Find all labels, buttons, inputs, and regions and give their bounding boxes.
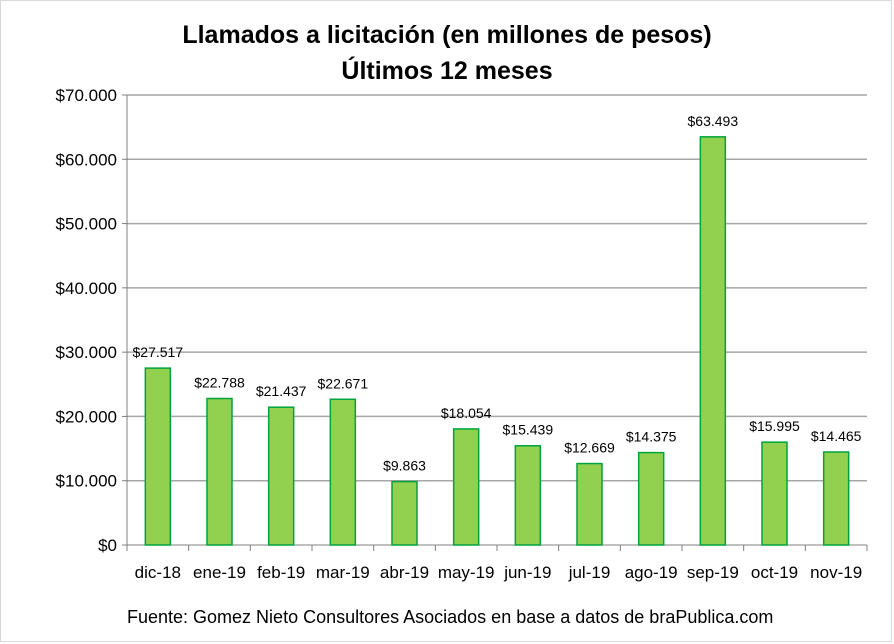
bar-mar-19 (329, 398, 357, 546)
grid-layer (122, 94, 868, 551)
bar-may-19 (452, 428, 480, 546)
data-label-abr-19: $9.863 (383, 458, 426, 474)
y-tick-label-4: $40.000 (56, 279, 117, 298)
x-tick-label-nov-19: nov-19 (810, 563, 862, 582)
bar-oct-19 (761, 441, 788, 546)
bars-layer (144, 136, 850, 546)
data-label-mar-19: $22.671 (318, 375, 369, 391)
x-tick-label-abr-19: abr-19 (380, 563, 429, 582)
bar-jul-19 (576, 462, 603, 546)
source-note: Fuente: Gomez Nieto Consultores Asociado… (127, 607, 773, 627)
data-labels-layer: $27.517 $22.788 $21.437 $22.671 $9.863 $18.05… (133, 113, 862, 474)
x-tick-label-may-19: may-19 (438, 563, 495, 582)
bar-ene-19 (206, 397, 233, 546)
bar-jun-19 (514, 444, 542, 546)
chart-title: Llamados a licitación (en millones de pe… (182, 21, 711, 49)
data-label-nov-19: $14.465 (811, 428, 862, 444)
y-tick-label-0: $0 (98, 536, 117, 555)
data-label-feb-19: $21.437 (256, 383, 307, 399)
x-tick-label-ene-19: ene-19 (193, 563, 246, 582)
x-tick-label-jun-19: jun-19 (503, 563, 551, 582)
bar-nov-19 (822, 451, 850, 546)
data-label-jul-19: $12.669 (564, 440, 615, 456)
x-axis-tick-labels: dic-18 ene-19 feb-19 mar-19 abr-19 may-19 jun-… (135, 563, 862, 582)
x-tick-label-mar-19: mar-19 (316, 563, 370, 582)
bar-dic-18 (144, 367, 172, 546)
data-label-sep-19: $63.493 (688, 113, 739, 129)
x-tick-label-sep-19: sep-19 (687, 563, 739, 582)
y-axis-tick-labels: $0 $10.000 $20.000 $30.000 $40.000 $50.000 $60… (56, 86, 117, 555)
y-tick-label-6: $60.000 (56, 150, 117, 169)
y-tick-label-3: $30.000 (56, 343, 117, 362)
x-tick-label-dic-18: dic-18 (135, 563, 181, 582)
x-tick-label-jul-19: jul-19 (568, 563, 611, 582)
data-label-jun-19: $15.439 (503, 422, 554, 438)
data-label-ene-19: $22.788 (194, 375, 245, 391)
y-tick-label-1: $10.000 (56, 472, 117, 491)
data-label-dic-18: $27.517 (133, 344, 184, 360)
bar-sep-19 (699, 136, 727, 546)
bar-abr-19 (391, 480, 418, 546)
data-label-may-19: $18.054 (441, 405, 492, 421)
y-tick-label-2: $20.000 (56, 407, 117, 426)
data-label-ago-19: $14.375 (626, 429, 677, 445)
bar-feb-19 (267, 406, 295, 546)
data-label-oct-19: $15.995 (749, 418, 800, 434)
bar-ago-19 (637, 451, 665, 546)
x-tick-label-feb-19: feb-19 (257, 563, 305, 582)
chart-subtitle: Últimos 12 meses (341, 55, 552, 85)
y-tick-label-5: $50.000 (56, 215, 117, 234)
y-tick-label-7: $70.000 (56, 86, 117, 105)
x-tick-label-ago-19: ago-19 (625, 563, 678, 582)
x-tick-label-oct-19: oct-19 (751, 563, 798, 582)
